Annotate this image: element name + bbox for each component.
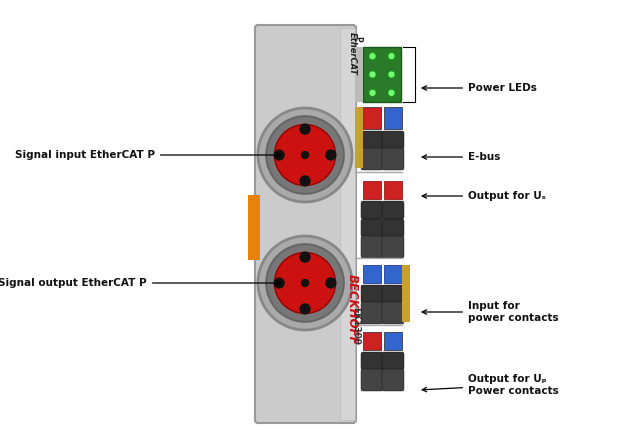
FancyBboxPatch shape	[361, 285, 383, 303]
Ellipse shape	[273, 277, 285, 289]
Text: BECKHOFF: BECKHOFF	[346, 274, 358, 345]
Bar	[355, 107, 363, 129]
Text: Signal input EtherCAT P: Signal input EtherCAT P	[15, 150, 281, 160]
FancyBboxPatch shape	[361, 219, 383, 237]
Bar	[363, 47, 401, 102]
FancyBboxPatch shape	[361, 236, 383, 258]
Text: Input for
power contacts: Input for power contacts	[422, 301, 559, 323]
Text: EK1300: EK1300	[351, 307, 360, 345]
FancyBboxPatch shape	[382, 131, 404, 149]
Ellipse shape	[300, 123, 310, 135]
Bar	[384, 265, 402, 283]
Ellipse shape	[300, 175, 310, 186]
FancyBboxPatch shape	[382, 219, 404, 237]
FancyBboxPatch shape	[361, 302, 383, 324]
Bar	[384, 332, 402, 350]
Bar	[355, 47, 363, 102]
FancyBboxPatch shape	[361, 148, 383, 170]
FancyBboxPatch shape	[361, 201, 383, 219]
Ellipse shape	[275, 253, 335, 313]
Bar	[402, 265, 410, 322]
Ellipse shape	[325, 277, 337, 289]
FancyBboxPatch shape	[382, 236, 404, 258]
Ellipse shape	[273, 149, 285, 160]
Ellipse shape	[266, 116, 344, 194]
Ellipse shape	[388, 53, 395, 59]
Text: Power LEDs: Power LEDs	[422, 83, 537, 93]
Bar	[363, 181, 381, 199]
Bar	[384, 181, 402, 199]
Ellipse shape	[388, 89, 395, 97]
FancyBboxPatch shape	[361, 369, 383, 391]
FancyBboxPatch shape	[361, 352, 383, 370]
FancyBboxPatch shape	[382, 201, 404, 219]
Ellipse shape	[369, 53, 376, 59]
FancyBboxPatch shape	[382, 369, 404, 391]
Ellipse shape	[258, 108, 352, 202]
Text: P: P	[353, 36, 362, 42]
Bar	[384, 107, 402, 129]
Ellipse shape	[301, 151, 309, 159]
Ellipse shape	[369, 71, 376, 78]
Ellipse shape	[266, 244, 344, 322]
Bar	[355, 107, 363, 168]
Bar	[363, 107, 381, 129]
FancyBboxPatch shape	[361, 131, 383, 149]
FancyBboxPatch shape	[382, 285, 404, 303]
FancyBboxPatch shape	[382, 148, 404, 170]
Ellipse shape	[275, 124, 335, 186]
Ellipse shape	[388, 71, 395, 78]
Ellipse shape	[301, 279, 309, 287]
FancyBboxPatch shape	[382, 302, 404, 324]
Bar	[248, 195, 260, 260]
Ellipse shape	[258, 236, 352, 330]
Bar	[363, 265, 381, 283]
FancyBboxPatch shape	[255, 25, 356, 423]
Text: EtherCAT: EtherCAT	[348, 32, 356, 75]
Text: Signal output EtherCAT P: Signal output EtherCAT P	[0, 278, 281, 288]
Bar	[363, 332, 381, 350]
Ellipse shape	[325, 149, 337, 160]
Ellipse shape	[300, 303, 310, 315]
Bar	[340, 28, 355, 420]
Text: Output for Uₚ
Power contacts: Output for Uₚ Power contacts	[422, 374, 559, 396]
Text: Output for Uₛ: Output for Uₛ	[422, 191, 546, 201]
Text: E-bus: E-bus	[422, 152, 500, 162]
Ellipse shape	[300, 252, 310, 263]
Ellipse shape	[369, 89, 376, 97]
FancyBboxPatch shape	[382, 352, 404, 370]
